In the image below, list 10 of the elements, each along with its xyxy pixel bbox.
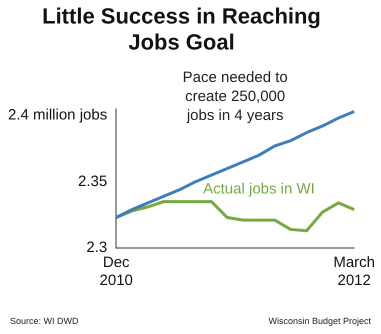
y-tick-label: 2.3 [86,239,108,256]
chart-title: Little Success in Reaching Jobs Goal [42,3,321,55]
source-note: Source: WI DWD [10,316,80,326]
y-tick-label: 2.4 million jobs [8,106,108,124]
series-label: Pace needed to create 250,000 jobs in 4 years [182,69,288,124]
x-tick-label: Dec 2010 [100,254,133,290]
x-tick-label: March 2012 [333,254,376,290]
text: Wisconsin Budget Project [268,316,372,326]
y-tick-label: 2.35 [78,172,108,190]
series-label: Actual jobs in WI [203,180,315,198]
